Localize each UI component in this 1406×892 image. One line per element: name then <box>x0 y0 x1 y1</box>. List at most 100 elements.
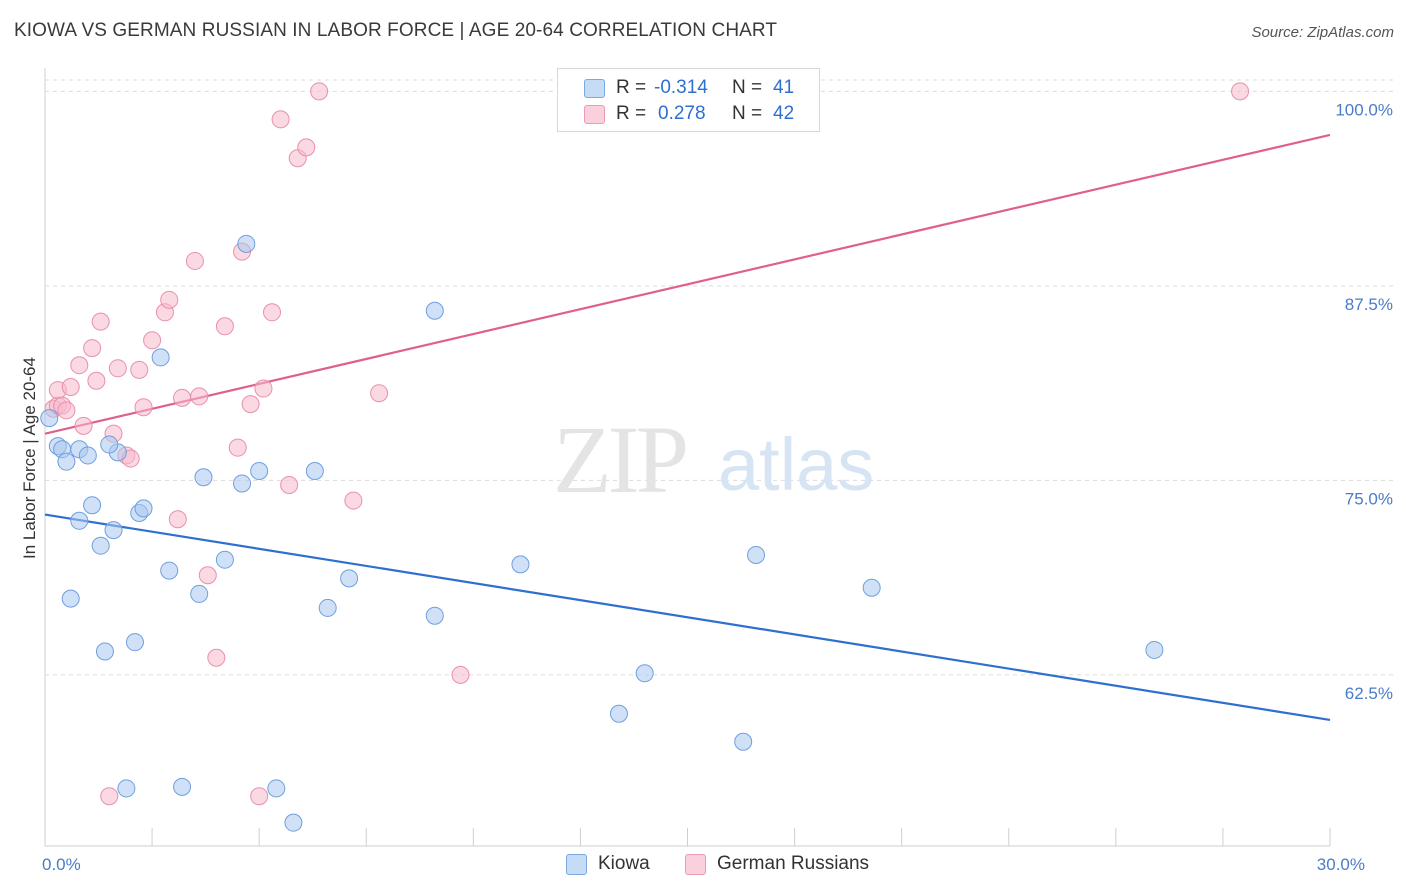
watermark-zip: ZIP <box>553 406 686 513</box>
trend-line-kiowa <box>44 513 1331 722</box>
point-german-russians <box>108 359 127 378</box>
point-kiowa <box>61 589 80 608</box>
point-kiowa <box>425 301 444 320</box>
data-points <box>40 82 1250 832</box>
point-kiowa <box>267 779 286 798</box>
point-german-russians <box>160 290 179 309</box>
legend-n-value: 42 <box>773 103 795 124</box>
point-german-russians <box>130 360 149 379</box>
watermark: ZIP atlas <box>553 406 874 513</box>
y-tick-label: 75.0% <box>1345 489 1393 508</box>
point-kiowa <box>173 777 192 796</box>
point-kiowa <box>284 813 303 832</box>
point-german-russians <box>185 251 204 270</box>
point-kiowa <box>100 435 119 454</box>
legend-swatch-kiowa <box>584 79 605 98</box>
point-german-russians <box>134 398 153 417</box>
point-kiowa <box>91 536 110 555</box>
y-tick-label: 62.5% <box>1345 684 1393 703</box>
bottom-legend-swatch-kiowa <box>566 854 587 875</box>
point-german-russians <box>228 438 247 457</box>
point-kiowa <box>194 468 213 487</box>
point-kiowa <box>151 348 170 367</box>
legend-r-label: R = <box>616 77 647 98</box>
point-german-russians <box>370 384 389 403</box>
point-kiowa <box>862 578 881 597</box>
source-label: Source: ZipAtlas.com <box>1251 24 1394 41</box>
point-german-russians <box>61 377 80 396</box>
point-kiowa <box>237 234 256 253</box>
point-german-russians <box>250 787 269 806</box>
point-german-russians <box>190 387 209 406</box>
legend-r-value: -0.314 <box>654 77 708 98</box>
legend-n-label: N = <box>732 103 763 124</box>
point-german-russians <box>451 665 470 684</box>
point-kiowa <box>425 606 444 625</box>
point-german-russians <box>100 787 119 806</box>
point-german-russians <box>207 648 226 667</box>
point-german-russians <box>1231 82 1250 101</box>
point-german-russians <box>173 388 192 407</box>
legend-n-value: 41 <box>773 77 795 98</box>
point-german-russians <box>254 379 273 398</box>
y-tick-label: 87.5% <box>1345 295 1393 314</box>
y-tick-label: 100.0% <box>1335 100 1393 119</box>
point-german-russians <box>271 110 290 129</box>
point-german-russians <box>87 371 106 390</box>
point-kiowa <box>134 499 153 518</box>
point-kiowa <box>511 555 530 574</box>
point-kiowa <box>104 521 123 540</box>
point-german-russians <box>263 303 282 322</box>
point-kiowa <box>117 779 136 798</box>
point-german-russians <box>91 312 110 331</box>
legend-n-label: N = <box>732 77 763 98</box>
point-kiowa <box>83 496 102 515</box>
point-kiowa <box>340 569 359 588</box>
point-kiowa <box>1145 640 1164 659</box>
point-kiowa <box>125 633 144 652</box>
point-german-russians <box>280 476 299 495</box>
point-kiowa <box>318 598 337 617</box>
point-kiowa <box>160 561 179 580</box>
x-tick-label-min: 0.0% <box>42 855 81 874</box>
tick-labels: 62.5% 75.0% 87.5% 100.0% 0.0% 30.0% <box>42 100 1393 874</box>
watermark-atlas: atlas <box>718 423 874 506</box>
bottom-legend-swatch-german-russians <box>685 854 706 875</box>
point-german-russians <box>215 317 234 336</box>
point-kiowa <box>250 462 269 481</box>
point-german-russians <box>198 566 217 585</box>
point-kiowa <box>635 664 654 683</box>
point-kiowa <box>40 409 59 428</box>
point-german-russians <box>344 491 363 510</box>
legend-r-value: 0.278 <box>658 103 706 124</box>
point-german-russians <box>241 395 260 414</box>
bottom-legend-label-german-russians: German Russians <box>717 853 870 874</box>
axes <box>44 68 1331 847</box>
point-kiowa <box>190 584 209 603</box>
point-kiowa <box>95 642 114 661</box>
point-german-russians <box>70 356 89 375</box>
point-kiowa <box>215 550 234 569</box>
point-kiowa <box>734 732 753 751</box>
point-kiowa <box>70 511 89 530</box>
point-kiowa <box>609 704 628 723</box>
point-german-russians <box>297 138 316 157</box>
legend-row-kiowa: R = -0.314 N = 41 <box>558 75 819 101</box>
point-kiowa <box>57 452 76 471</box>
legend-swatch-german-russians <box>584 105 605 124</box>
point-german-russians <box>83 339 102 358</box>
y-axis-label: In Labor Force | Age 20-64 <box>20 357 39 559</box>
grid-lines <box>45 79 1395 676</box>
x-tick-label-max: 30.0% <box>1317 855 1365 874</box>
point-kiowa <box>305 462 324 481</box>
point-german-russians <box>57 401 76 420</box>
bottom-legend-label-kiowa: Kiowa <box>598 853 650 874</box>
trend-lines <box>44 133 1331 722</box>
legend-row-german-russians: R = 0.278 N = 42 <box>558 101 819 127</box>
legend-r-label: R = <box>616 103 647 124</box>
point-kiowa <box>233 474 252 493</box>
point-german-russians <box>143 331 162 350</box>
chart-title: KIOWA VS GERMAN RUSSIAN IN LABOR FORCE |… <box>14 20 778 41</box>
point-german-russians <box>310 82 329 101</box>
